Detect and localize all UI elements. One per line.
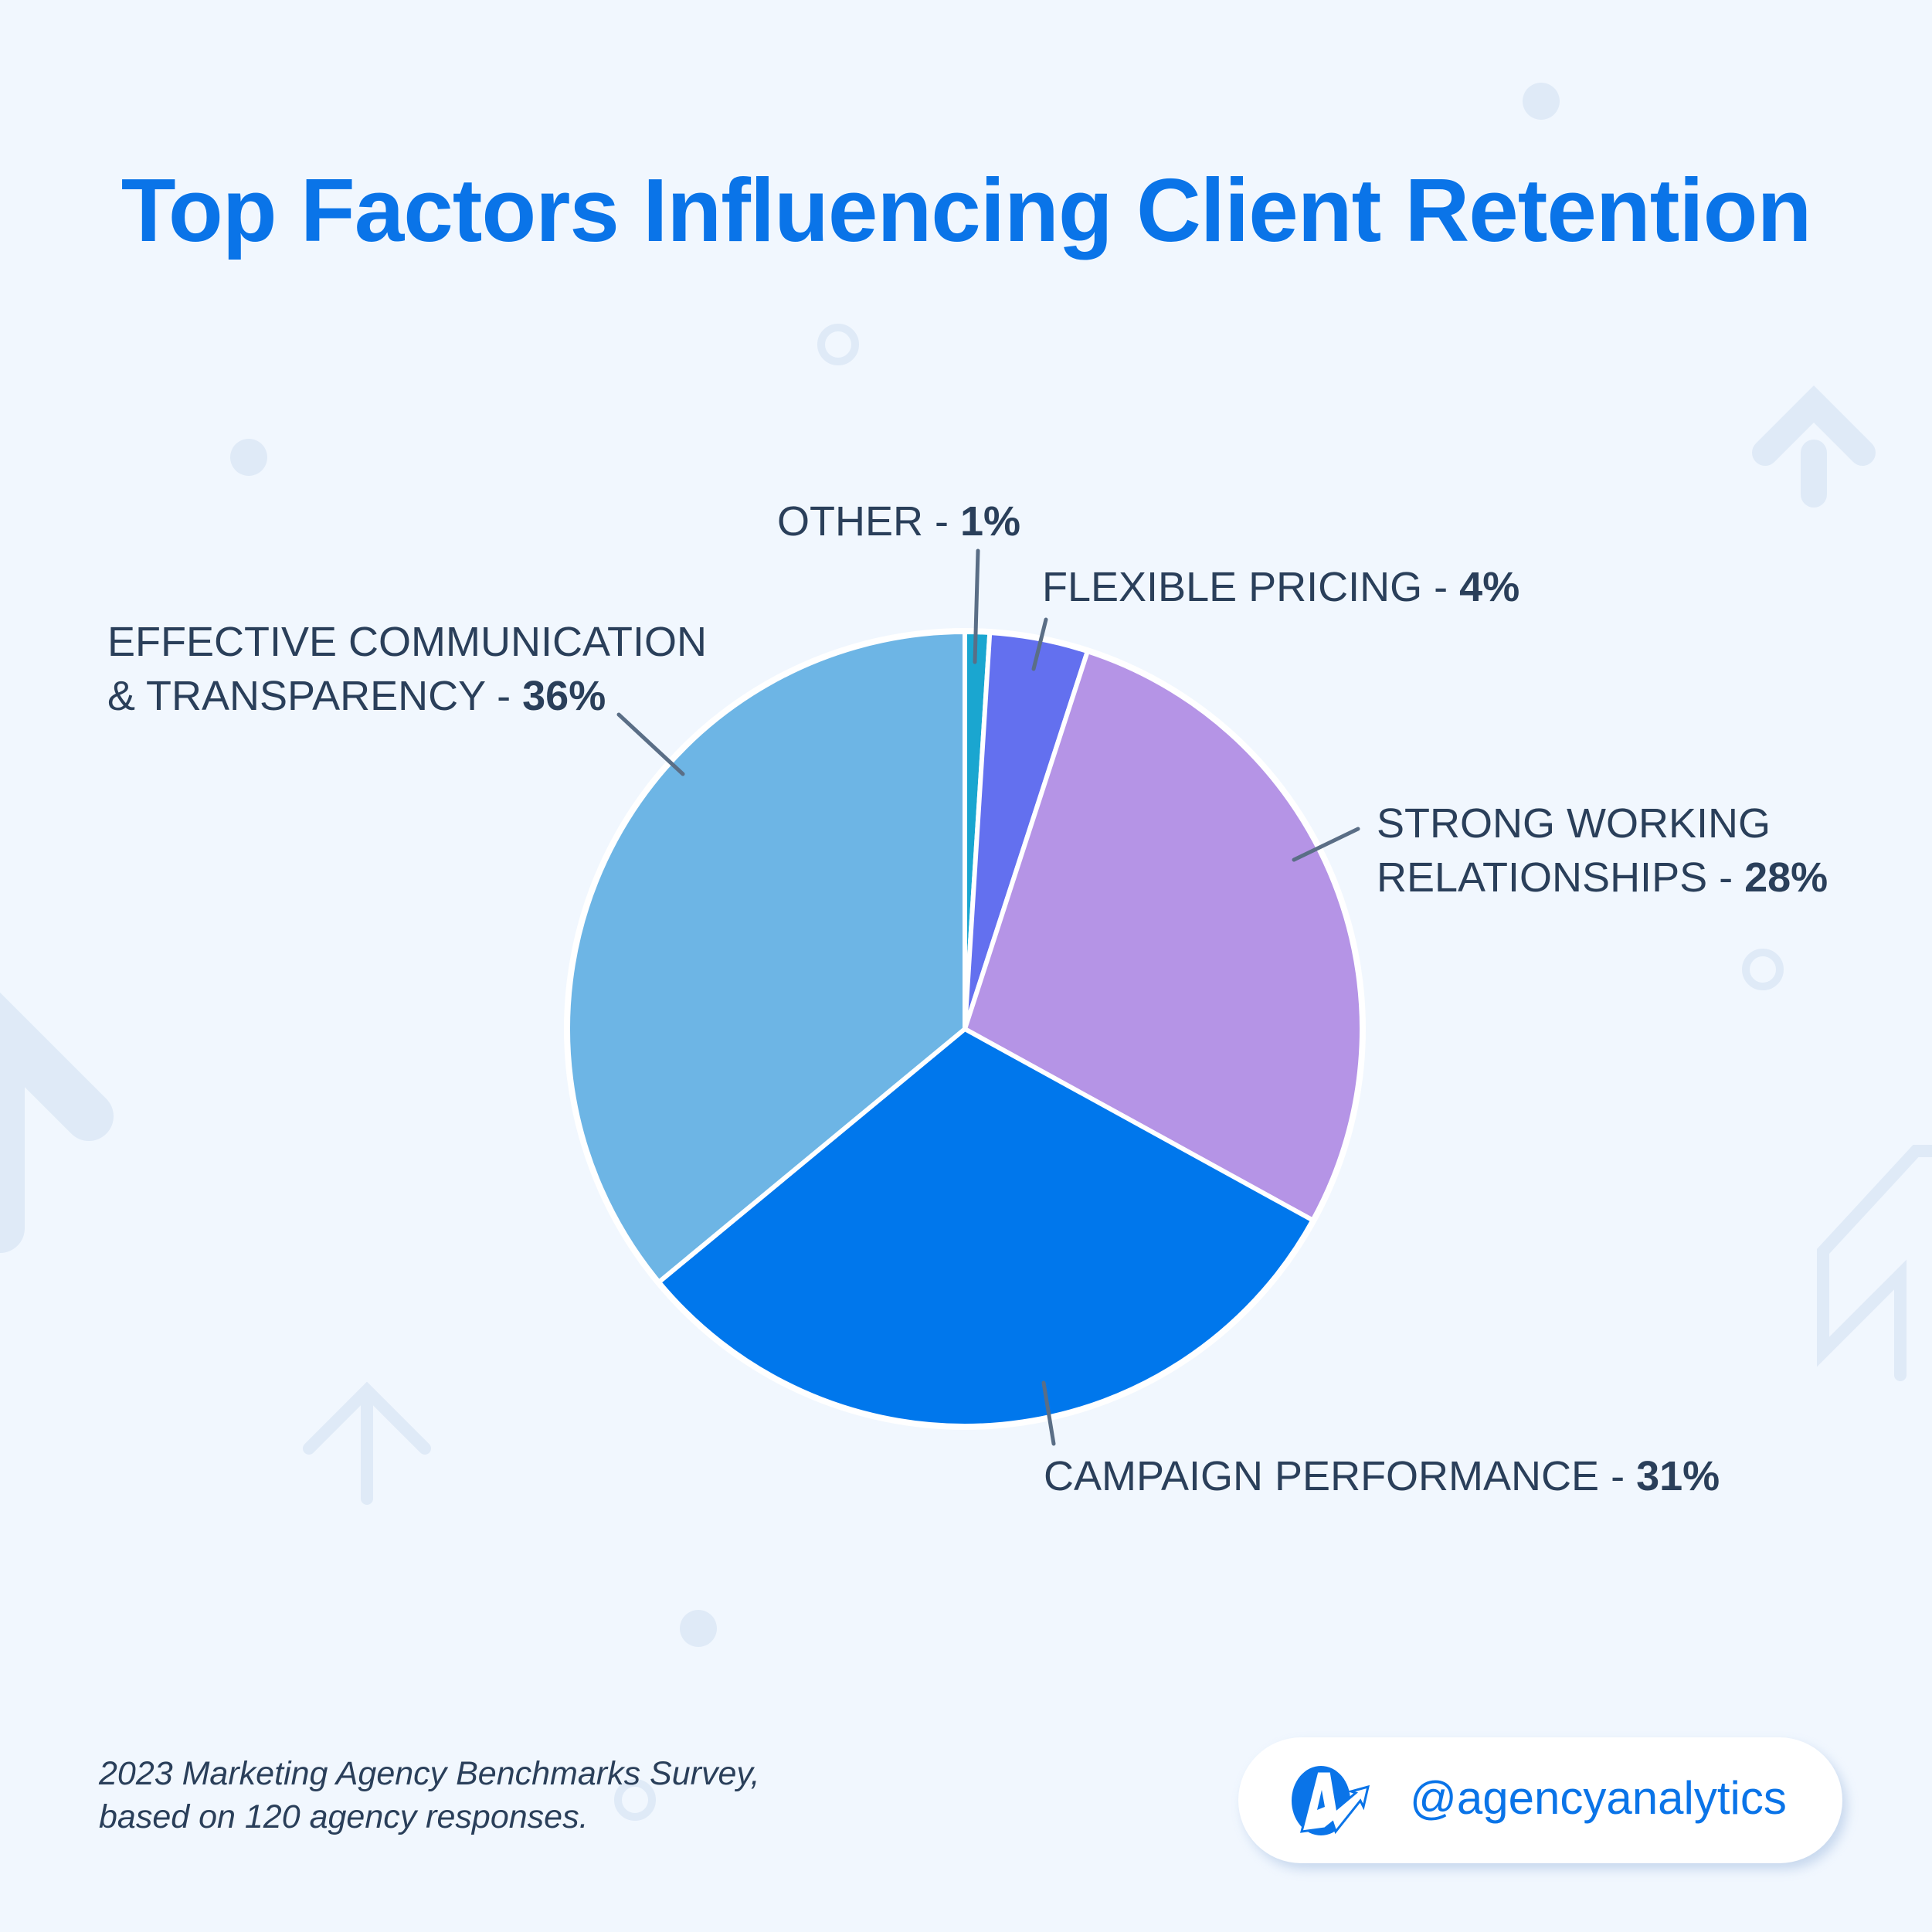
decor-ring: [817, 324, 859, 365]
label-effective-communication: EFFECTIVE COMMUNICATION & TRANSPARENCY - …: [107, 619, 707, 719]
label-other: OTHER - 1%: [777, 498, 1021, 545]
up-arrow-outline-icon: [303, 1381, 431, 1505]
pie-slice-campaign-performance: [656, 1027, 1316, 1428]
decor-dot: [1523, 83, 1560, 120]
leader-line-strong-relationships: [1292, 827, 1360, 862]
decor-dot: [230, 439, 267, 476]
brand-badge[interactable]: @agencyanalytics: [1238, 1737, 1842, 1863]
footnote: 2023 Marketing Agency Benchmarks Survey,…: [99, 1755, 760, 1835]
pie-slice-effective-communication-transparency: [565, 630, 967, 1285]
label-flexible-pricing: FLEXIBLE PRICING - 4%: [1042, 564, 1520, 610]
agencyanalytics-logo-icon: [1292, 1766, 1370, 1835]
leader-line-campaign-performance: [1041, 1380, 1056, 1446]
label-campaign-performance: CAMPAIGN PERFORMANCE - 31%: [1044, 1453, 1720, 1499]
leader-line-other: [973, 548, 980, 664]
brand-handle[interactable]: @agencyanalytics: [1410, 1772, 1787, 1824]
up-arrow-outline-icon: [1817, 1145, 1932, 1381]
decor-ring: [1742, 949, 1784, 990]
leader-line-flexible-pricing: [1031, 617, 1048, 671]
pie-slice-strong-working-relationships: [963, 649, 1364, 1223]
chart-title: Top Factors Influencing Client Retention: [121, 160, 1812, 260]
up-arrow-icon: [1752, 385, 1876, 508]
leader-line-effective-communication: [616, 712, 685, 776]
up-arrow-icon: [0, 992, 114, 1253]
decor-dot: [680, 1610, 717, 1647]
decor-ring: [614, 1779, 656, 1821]
label-strong-relationships: STRONG WORKING RELATIONSHIPS - 28%: [1377, 800, 1828, 901]
